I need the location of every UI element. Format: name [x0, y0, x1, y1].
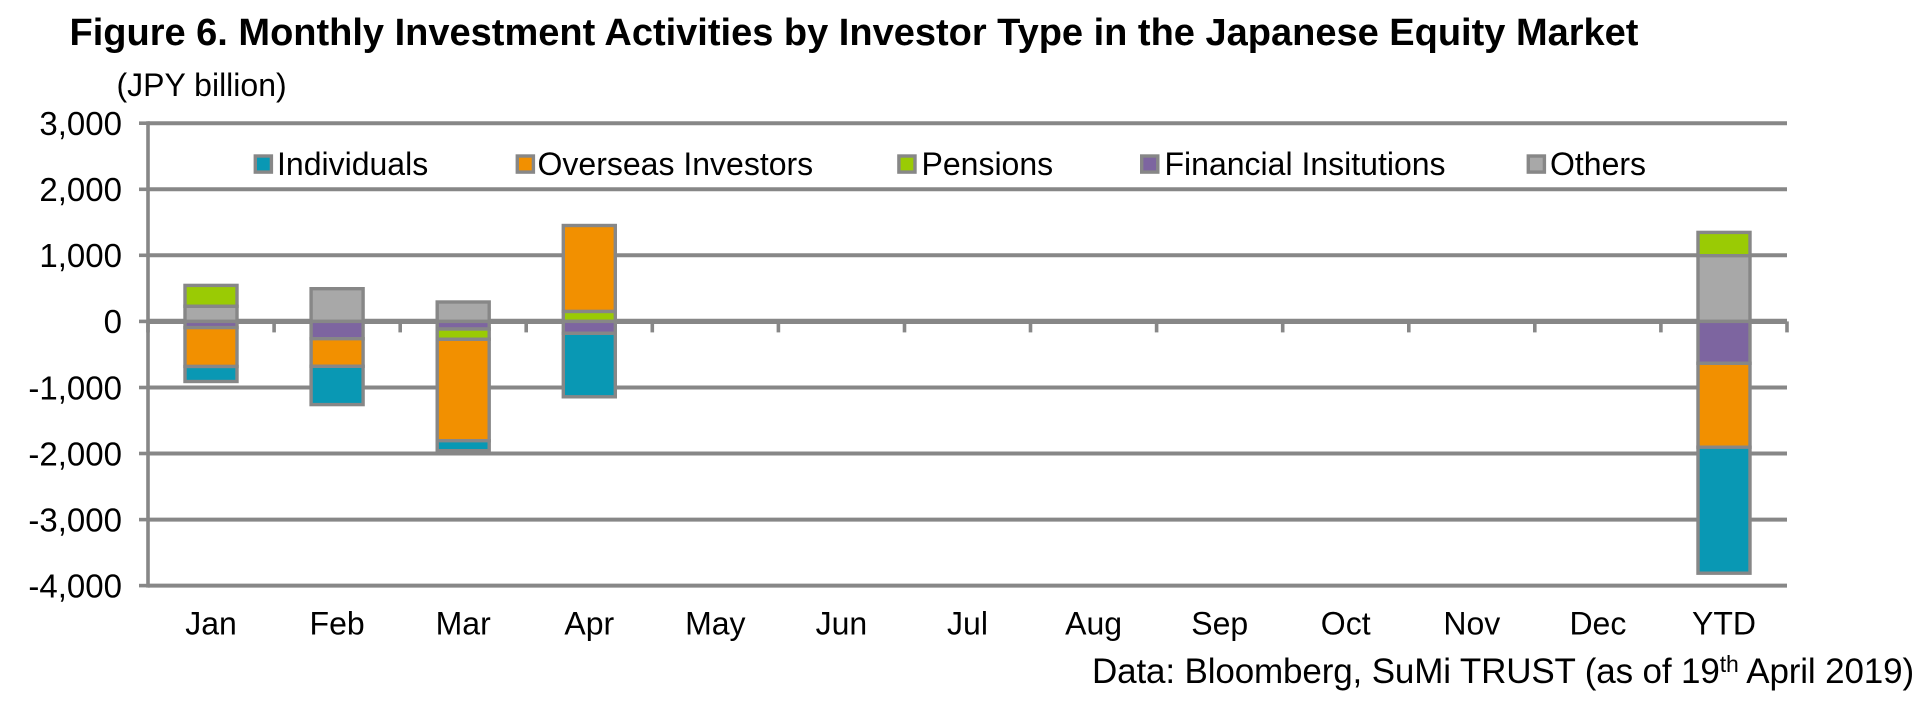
- svg-text:Dec: Dec: [1569, 606, 1626, 642]
- svg-text:Others: Others: [1550, 146, 1646, 182]
- svg-text:Apr: Apr: [564, 606, 614, 642]
- svg-text:May: May: [685, 606, 745, 642]
- svg-text:Aug: Aug: [1065, 606, 1122, 642]
- svg-text:Jun: Jun: [816, 606, 868, 642]
- svg-text:YTD: YTD: [1692, 606, 1756, 642]
- svg-text:Mar: Mar: [436, 606, 491, 642]
- svg-text:Pensions: Pensions: [922, 146, 1054, 182]
- svg-text:-2,000: -2,000: [28, 435, 122, 472]
- svg-text:-4,000: -4,000: [28, 567, 122, 604]
- svg-text:0: 0: [104, 303, 122, 340]
- svg-text:-1,000: -1,000: [28, 369, 122, 406]
- svg-text:Sep: Sep: [1191, 606, 1248, 642]
- svg-text:Data: Bloomberg, SuMi TRUST (a: Data: Bloomberg, SuMi TRUST (as of 19th …: [1092, 651, 1914, 691]
- svg-text:(JPY billion): (JPY billion): [117, 67, 287, 103]
- svg-text:3,000: 3,000: [39, 105, 122, 142]
- svg-text:Jan: Jan: [185, 606, 237, 642]
- svg-text:Individuals: Individuals: [277, 146, 428, 182]
- svg-text:2,000: 2,000: [39, 171, 122, 208]
- svg-text:1,000: 1,000: [39, 237, 122, 274]
- svg-text:Figure 6. Monthly Investment A: Figure 6. Monthly Investment Activities …: [70, 12, 1639, 54]
- svg-text:-3,000: -3,000: [28, 501, 122, 538]
- svg-text:Financial Insitutions: Financial Insitutions: [1165, 146, 1446, 182]
- svg-text:Jul: Jul: [947, 606, 988, 642]
- svg-text:Nov: Nov: [1443, 606, 1500, 642]
- svg-text:Oct: Oct: [1321, 606, 1371, 642]
- svg-text:Overseas Investors: Overseas Investors: [538, 146, 814, 182]
- svg-text:Feb: Feb: [310, 606, 365, 642]
